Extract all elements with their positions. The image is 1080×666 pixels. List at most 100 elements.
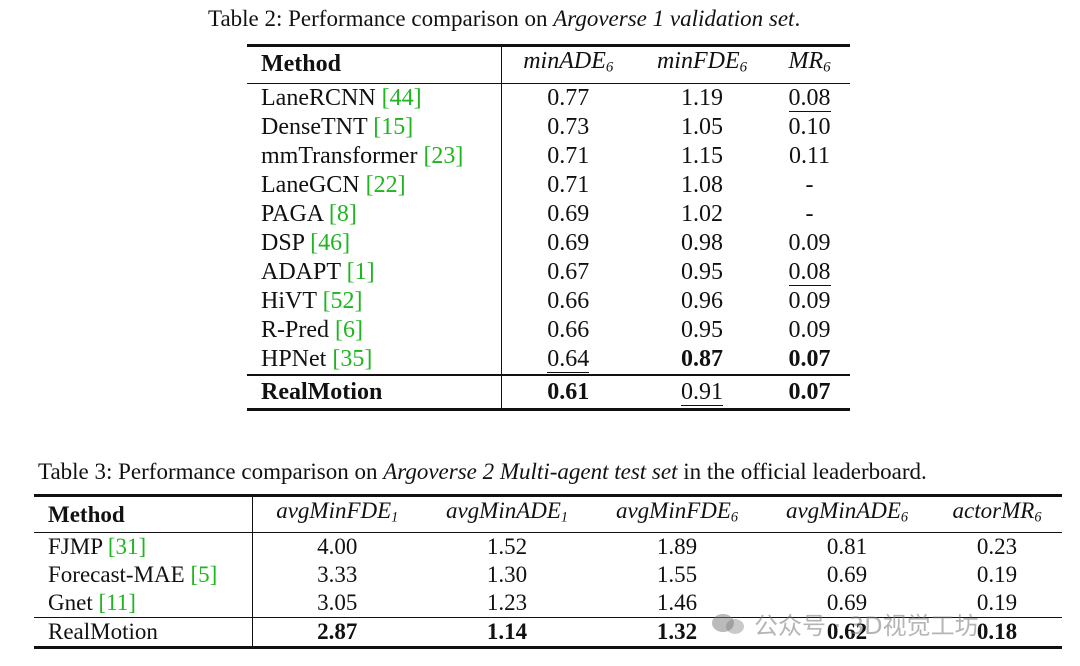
table2-method-cell: mmTransformer [23] — [247, 141, 502, 171]
table2-value-cell: 0.07 — [788, 345, 831, 372]
table2-value-cell: 0.11 — [788, 142, 831, 169]
table2-value-cell: 1.05 — [681, 113, 723, 140]
table3-value-cell: 1.46 — [656, 589, 698, 615]
table3-method-cell: Forecast-MAE [5] — [34, 560, 253, 589]
citation-link[interactable]: [22] — [365, 171, 406, 198]
table3-value-cell: 1.32 — [592, 616, 762, 648]
table-row: HPNet [35] 0.64 0.87 0.07 — [247, 344, 850, 375]
table2-value-cell: 0.77 — [547, 84, 590, 111]
table2-value-cell: 0.09 — [788, 316, 831, 343]
table3-method-cell: RealMotion — [34, 616, 253, 648]
table2-value-cell: 0.07 — [769, 373, 850, 410]
table2-method-cell: R-Pred [6] — [247, 315, 502, 345]
table2-value-cell: 0.87 — [681, 345, 723, 372]
table3-value-cell: 0.69 — [826, 561, 868, 587]
table2-value-cell: 0.66 — [547, 316, 590, 343]
table2-method-cell: LaneRCNN [44] — [247, 83, 502, 113]
table3-value-cell: 1.14 — [422, 616, 592, 648]
table2-value-cell: 0.69 — [547, 229, 590, 256]
table3-header-avgminfde6: avgMinFDE6 — [592, 495, 762, 533]
citation-link[interactable]: [11] — [98, 589, 136, 615]
table3-value-cell: 1.89 — [656, 533, 698, 559]
citation-link[interactable]: [46] — [310, 229, 351, 256]
table2-value-cell: 1.19 — [681, 84, 723, 111]
table2-caption-suffix: . — [794, 6, 801, 31]
watermark-text: 公众号 · 3D视觉工坊 — [754, 612, 979, 640]
citation-link[interactable]: [44] — [381, 84, 422, 111]
table2-caption-prefix: Table 2: Performance comparison on — [208, 6, 554, 31]
table3: Method avgMinFDE1 avgMinADE1 avgMinFDE6 … — [34, 494, 1062, 649]
table2-method-cell: ADAPT [1] — [247, 257, 502, 287]
table3-header-avgminade1: avgMinADE1 — [422, 495, 592, 533]
table2-value-cell: 0.67 — [547, 258, 590, 285]
table2-value-cell: 0.64 — [547, 345, 590, 373]
table2-header-minade6: minADE6 — [501, 45, 635, 84]
table3-header-row: Method avgMinFDE1 avgMinADE1 avgMinFDE6 … — [34, 495, 1062, 533]
table2-method-cell: HPNet [35] — [247, 344, 502, 375]
table2-row-realmotion: RealMotion 0.61 0.91 0.07 — [247, 373, 850, 410]
citation-link[interactable]: [6] — [335, 316, 363, 343]
table2-value-cell: 0.69 — [547, 200, 590, 227]
citation-link[interactable]: [35] — [332, 345, 373, 372]
table3-value-cell: 0.69 — [826, 589, 868, 615]
table-row: Gnet [11] 3.05 1.23 1.46 0.69 0.19 — [34, 588, 1062, 618]
citation-link[interactable]: [52] — [322, 287, 363, 314]
table-row: mmTransformer [23] 0.71 1.15 0.11 — [247, 141, 850, 171]
citation-link[interactable]: [5] — [190, 561, 218, 587]
table3-header-actormr6: actorMR6 — [932, 495, 1062, 533]
table2-value-cell: 0.71 — [547, 171, 590, 198]
table3-value-cell: 0.23 — [976, 533, 1018, 559]
table2-value-cell: - — [805, 200, 814, 227]
table3-row-realmotion: RealMotion 2.87 1.14 1.32 0.62 0.18 — [34, 616, 1062, 648]
table2-value-cell: 0.71 — [547, 142, 590, 169]
table2-method-cell: DSP [46] — [247, 228, 502, 258]
table2-value-cell: 0.10 — [788, 113, 831, 140]
table3-caption-prefix: Table 3: Performance comparison on — [38, 459, 384, 484]
citation-link[interactable]: [15] — [373, 113, 414, 140]
table2-value-cell: 0.61 — [501, 373, 635, 410]
table2-value-cell: 0.98 — [681, 229, 723, 256]
wechat-icon — [712, 610, 746, 638]
table3-value-cell: 1.52 — [486, 533, 528, 559]
table3-value-cell: 1.30 — [486, 561, 528, 587]
table3-header-method: Method — [34, 495, 253, 533]
table-row: LaneGCN [22] 0.71 1.08 - — [247, 170, 850, 200]
table3-method-cell: FJMP [31] — [34, 532, 253, 561]
table2-value-cell: 0.73 — [547, 113, 590, 140]
table3-value-cell: 4.00 — [317, 533, 358, 559]
table2-caption-dataset: Argoverse 1 validation set — [553, 6, 795, 31]
table2-caption: Table 2: Performance comparison on Argov… — [208, 6, 800, 32]
table3-header-avgminade6: avgMinADE6 — [762, 495, 932, 533]
table2-method-cell: PAGA [8] — [247, 199, 502, 229]
table3-caption-suffix: in the official leaderboard. — [677, 459, 927, 484]
table2-header-mr6: MR6 — [769, 45, 850, 84]
table2: Method minADE6 minFDE6 MR6 LaneRCNN [44]… — [247, 44, 850, 411]
table2-value-cell: 0.66 — [547, 287, 590, 314]
citation-link[interactable]: [31] — [107, 533, 147, 559]
table2-value-cell: 1.08 — [681, 171, 723, 198]
watermark: 公众号 · 3D视觉工坊 — [712, 606, 979, 641]
table3-value-cell: 2.87 — [252, 616, 422, 648]
table2-value-cell: 0.96 — [681, 287, 723, 314]
table-row: ADAPT [1] 0.67 0.95 0.08 — [247, 257, 850, 287]
citation-link[interactable]: [1] — [346, 258, 375, 285]
table2-value-cell: 0.95 — [681, 316, 723, 343]
table3-caption: Table 3: Performance comparison on Argov… — [38, 459, 927, 485]
table2-value-cell: 0.08 — [788, 258, 831, 286]
table2-method-cell: DenseTNT [15] — [247, 112, 502, 142]
table-row: LaneRCNN [44] 0.77 1.19 0.08 — [247, 83, 850, 113]
table2-value-cell: 0.09 — [788, 229, 831, 256]
table2-value-cell: 0.91 — [635, 373, 769, 410]
table2-header-row: Method minADE6 minFDE6 MR6 — [247, 45, 850, 84]
table3-value-cell: 0.19 — [976, 561, 1018, 587]
table3-value-cell: 3.05 — [317, 589, 358, 615]
table3-value-cell: 0.81 — [826, 533, 868, 559]
table3-header-avgminfde1: avgMinFDE1 — [252, 495, 422, 533]
table3-value-cell: 3.33 — [317, 561, 358, 587]
table2-method-cell: HiVT [52] — [247, 286, 502, 316]
table-row: HiVT [52] 0.66 0.96 0.09 — [247, 286, 850, 316]
table3-value-cell: 1.55 — [656, 561, 698, 587]
citation-link[interactable]: [8] — [328, 200, 357, 227]
citation-link[interactable]: [23] — [423, 142, 464, 169]
table2-header-method: Method — [247, 45, 502, 84]
